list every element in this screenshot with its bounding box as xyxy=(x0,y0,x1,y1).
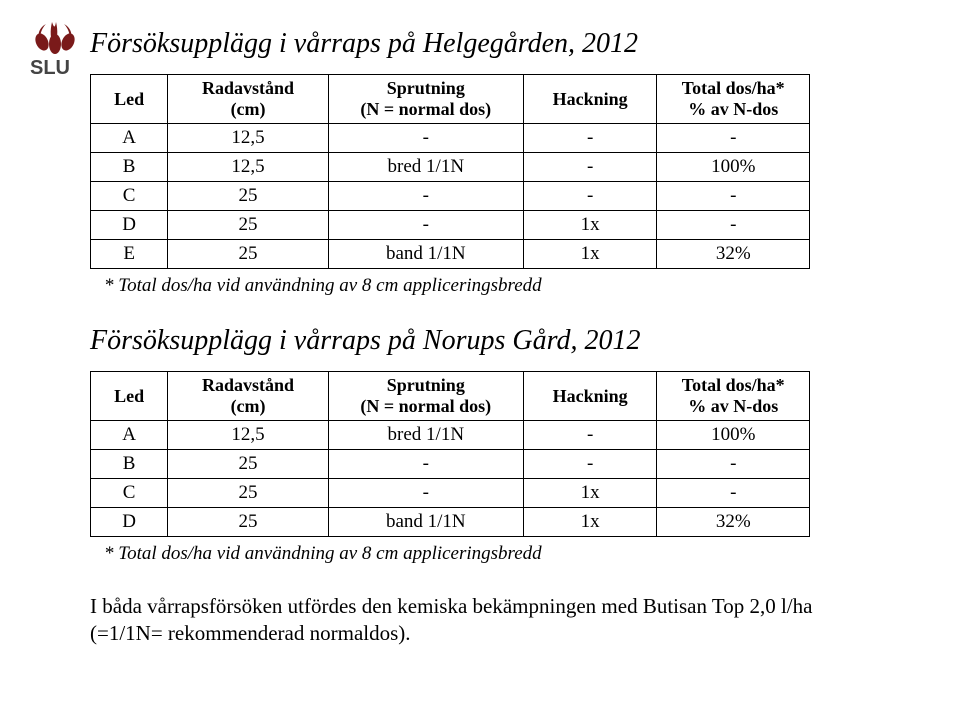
cell: 25 xyxy=(168,508,329,537)
col-rad: Radavstånd(cm) xyxy=(168,75,329,124)
cell: D xyxy=(91,508,168,537)
cell: - xyxy=(523,153,657,182)
col-tot: Total dos/ha*% av N-dos xyxy=(657,372,810,421)
col-spr: Sprutning(N = normal dos) xyxy=(328,372,523,421)
col-led: Led xyxy=(91,75,168,124)
cell: 25 xyxy=(168,240,329,269)
cell: 1x xyxy=(523,240,657,269)
cell: - xyxy=(328,211,523,240)
cell: - xyxy=(328,479,523,508)
cell: 1x xyxy=(523,479,657,508)
cell: 1x xyxy=(523,211,657,240)
col-hack: Hackning xyxy=(523,372,657,421)
table-header-row: Led Radavstånd(cm) Sprutning(N = normal … xyxy=(91,372,810,421)
table-row: D 25 band 1/1N 1x 32% xyxy=(91,508,810,537)
col-spr: Sprutning(N = normal dos) xyxy=(328,75,523,124)
cell: - xyxy=(523,182,657,211)
col-tot: Total dos/ha*% av N-dos xyxy=(657,75,810,124)
logo-text: SLU xyxy=(30,57,70,78)
col-hack: Hackning xyxy=(523,75,657,124)
table-row: E 25 band 1/1N 1x 32% xyxy=(91,240,810,269)
cell: 32% xyxy=(657,508,810,537)
cell: - xyxy=(657,182,810,211)
cell: E xyxy=(91,240,168,269)
table-row: B 12,5 bred 1/1N - 100% xyxy=(91,153,810,182)
table-row: B 25 - - - xyxy=(91,450,810,479)
cell: - xyxy=(328,182,523,211)
cell: C xyxy=(91,479,168,508)
cell: band 1/1N xyxy=(328,240,523,269)
page-content: Försöksupplägg i vårraps på Helgegården,… xyxy=(0,0,960,648)
cell: B xyxy=(91,153,168,182)
cell: 12,5 xyxy=(168,124,329,153)
cell: A xyxy=(91,124,168,153)
footnote-1: * Total dos/ha vid användning av 8 cm ap… xyxy=(104,275,870,297)
table-row: D 25 - 1x - xyxy=(91,211,810,240)
col-rad: Radavstånd(cm) xyxy=(168,372,329,421)
table-2: Led Radavstånd(cm) Sprutning(N = normal … xyxy=(90,371,810,537)
cell: 25 xyxy=(168,479,329,508)
table-1: Led Radavstånd(cm) Sprutning(N = normal … xyxy=(90,74,810,269)
cell: band 1/1N xyxy=(328,508,523,537)
cell: 1x xyxy=(523,508,657,537)
cell: B xyxy=(91,450,168,479)
cell: 100% xyxy=(657,153,810,182)
cell: 32% xyxy=(657,240,810,269)
cell: 12,5 xyxy=(168,421,329,450)
cell: 12,5 xyxy=(168,153,329,182)
cell: - xyxy=(523,421,657,450)
cell: - xyxy=(328,450,523,479)
cell: 25 xyxy=(168,182,329,211)
cell: 100% xyxy=(657,421,810,450)
cell: - xyxy=(657,479,810,508)
col-led: Led xyxy=(91,372,168,421)
heading-2: Försöksupplägg i vårraps på Norups Gård,… xyxy=(90,325,870,357)
cell: - xyxy=(657,450,810,479)
table-row: A 12,5 - - - xyxy=(91,124,810,153)
heading-1: Försöksupplägg i vårraps på Helgegården,… xyxy=(90,28,870,60)
cell: A xyxy=(91,421,168,450)
cell: - xyxy=(523,450,657,479)
table-row: A 12,5 bred 1/1N - 100% xyxy=(91,421,810,450)
table-row: C 25 - - - xyxy=(91,182,810,211)
table-row: C 25 - 1x - xyxy=(91,479,810,508)
cell: 25 xyxy=(168,211,329,240)
cell: bred 1/1N xyxy=(328,153,523,182)
cell: - xyxy=(523,124,657,153)
body-paragraph: I båda vårrapsförsöken utfördes den kemi… xyxy=(90,593,870,648)
cell: D xyxy=(91,211,168,240)
cell: - xyxy=(328,124,523,153)
table-header-row: Led Radavstånd(cm) Sprutning(N = normal … xyxy=(91,75,810,124)
footnote-2: * Total dos/ha vid användning av 8 cm ap… xyxy=(104,543,870,565)
cell: 25 xyxy=(168,450,329,479)
cell: C xyxy=(91,182,168,211)
cell: - xyxy=(657,124,810,153)
slu-logo: SLU xyxy=(28,22,82,83)
cell: bred 1/1N xyxy=(328,421,523,450)
cell: - xyxy=(657,211,810,240)
